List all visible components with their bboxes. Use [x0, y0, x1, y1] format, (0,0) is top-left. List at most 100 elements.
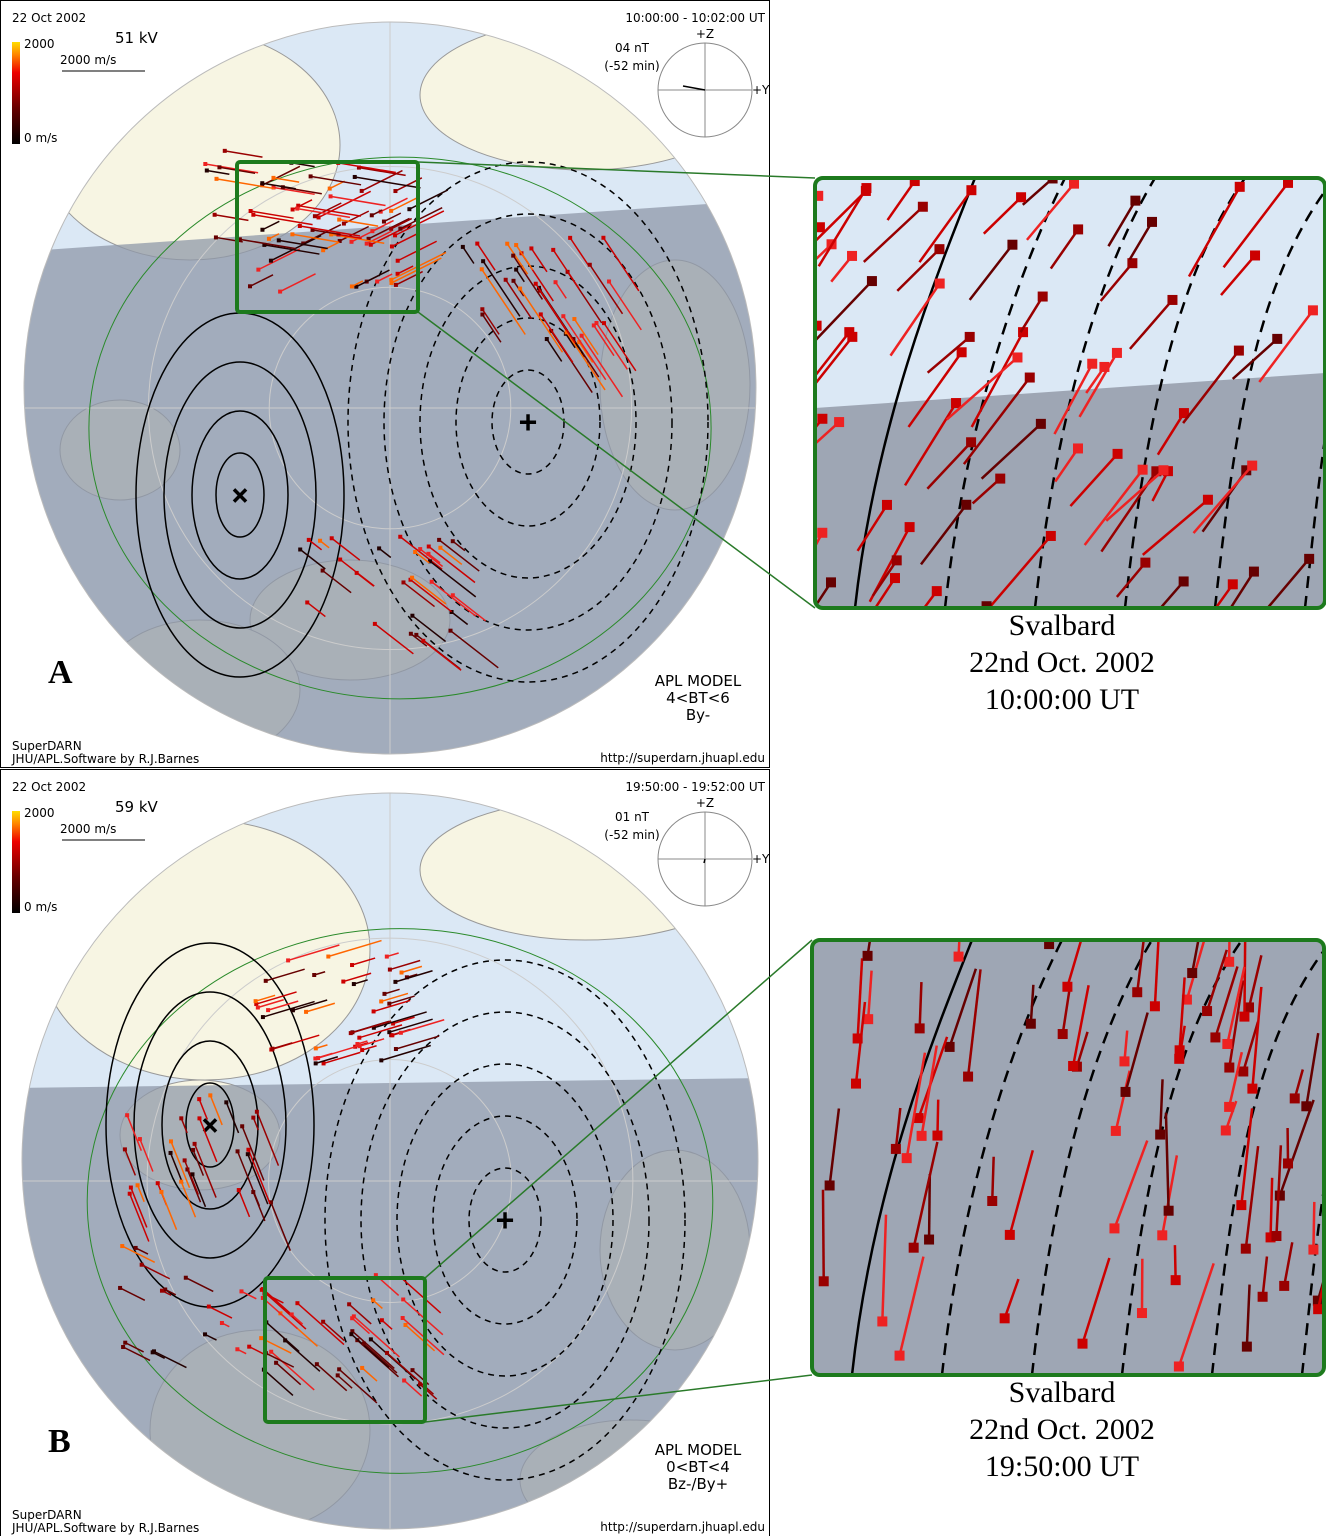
vector-head: [304, 1010, 308, 1014]
url: http://superdarn.jhuapl.edu: [600, 1520, 765, 1534]
vector-head: [318, 539, 322, 543]
zoom-vector: [1271, 1178, 1273, 1238]
vector-head: [203, 162, 207, 166]
vector-head: [504, 278, 508, 282]
zoom-vector-head: [1283, 1158, 1293, 1168]
vector-head: [410, 614, 414, 618]
zoom-vector-head: [935, 279, 945, 289]
vector-head: [159, 1190, 163, 1194]
vector-head: [437, 538, 441, 542]
vector-head: [418, 1382, 422, 1386]
vector-head: [312, 973, 316, 977]
zoom-vector-head: [1203, 495, 1213, 505]
zoom-vector-head: [1179, 576, 1189, 586]
zoom-vector-head: [1174, 1361, 1184, 1371]
zoom-vector-head: [1025, 373, 1035, 383]
vector-head: [251, 213, 255, 217]
vector-head: [349, 1031, 353, 1035]
zoom-vector-head: [965, 332, 975, 342]
vector-head: [138, 1137, 142, 1141]
vector-head: [481, 259, 485, 263]
vector-head: [203, 1332, 207, 1336]
zoom-vector-head: [954, 952, 964, 962]
date: 22 Oct 2002: [12, 11, 86, 25]
zoom-vector-head: [966, 185, 976, 195]
imf-vector: [704, 859, 705, 863]
vector-head: [254, 999, 258, 1003]
zoom-view: [812, 845, 1326, 1375]
vector-head: [191, 1148, 195, 1152]
vector-head: [365, 242, 369, 246]
vector-head: [151, 1350, 155, 1354]
vector-head: [357, 1036, 361, 1040]
vector-head: [290, 1312, 294, 1316]
zoom-vector-head: [1171, 1275, 1181, 1285]
vector-head: [156, 1181, 160, 1185]
model: APL MODEL: [655, 672, 742, 690]
axis-y: +Y: [752, 83, 770, 97]
vector-head: [207, 1305, 211, 1309]
vector-head: [373, 622, 377, 626]
vector-head: [534, 282, 538, 286]
zoom-vector-head: [1073, 443, 1083, 453]
zoom-vector: [823, 1190, 824, 1282]
zoom-vector-head: [1167, 295, 1177, 305]
zoom-vector-head: [1304, 554, 1314, 564]
vector-head: [269, 1350, 273, 1354]
zoom-caption: Svalbard: [1009, 1376, 1116, 1409]
zoom-vector-head: [1241, 1244, 1251, 1254]
vector-head: [409, 632, 413, 636]
axis-z: +Z: [696, 27, 714, 41]
zoom-vector-head: [1175, 1045, 1185, 1055]
zoom-vector: [1049, 845, 1070, 944]
credit: SuperDARN: [12, 739, 82, 753]
vector-head: [554, 280, 558, 284]
model-b: Bz-/By+: [668, 1475, 728, 1493]
scale-max: 2000: [24, 806, 55, 820]
vector-head: [277, 238, 281, 242]
vector-head: [267, 237, 271, 241]
zoom-vector-head: [905, 522, 915, 532]
color-scale: [12, 811, 20, 913]
zoom-vector-head: [1174, 1054, 1184, 1064]
zoom-vector-head: [957, 347, 967, 357]
vector-head: [350, 1316, 354, 1320]
software: JHU/APL.Software by R.J.Barnes: [11, 752, 199, 766]
vector-head: [295, 1301, 299, 1305]
zoom-vector-head: [909, 1243, 919, 1253]
vector-head: [121, 1345, 125, 1349]
zoom-vector-head: [1279, 1281, 1289, 1291]
vector-head: [224, 1100, 228, 1104]
vector-head: [390, 1033, 394, 1037]
vector-head: [274, 1361, 278, 1365]
time: 19:50:00 - 19:52:00 UT: [625, 780, 765, 794]
zoom-vector-head: [1247, 461, 1257, 471]
zoom-vector-head: [961, 500, 971, 510]
vector-head: [461, 245, 465, 249]
vector-head: [169, 1139, 173, 1143]
vector-head: [220, 1321, 224, 1325]
vector-head: [375, 280, 379, 284]
vector-head: [197, 1116, 201, 1120]
zoom-caption: 19:50:00 UT: [985, 1450, 1139, 1483]
vector-head: [261, 1015, 265, 1019]
zoom-vector-head: [825, 1180, 835, 1190]
zoom-vector-head: [1147, 217, 1157, 227]
zoom-vector-head: [1210, 1032, 1220, 1042]
vector-head: [260, 228, 264, 232]
vector-head: [399, 1031, 403, 1035]
vector-head: [136, 1183, 140, 1187]
zoom-vector-head: [1202, 1006, 1212, 1016]
vector-head: [413, 550, 417, 554]
vector-head: [355, 571, 359, 575]
vector-head: [398, 535, 402, 539]
vector-head: [427, 545, 431, 549]
vector-head: [290, 232, 294, 236]
vector-head: [403, 1323, 407, 1327]
zoom-vector-head: [1238, 1066, 1248, 1076]
software: JHU/APL.Software by R.J.Barnes: [11, 1521, 199, 1535]
vector-head: [134, 1246, 138, 1250]
vector-head: [393, 233, 397, 237]
vector-head: [336, 1373, 340, 1377]
zoom-vector-head: [1113, 449, 1123, 459]
